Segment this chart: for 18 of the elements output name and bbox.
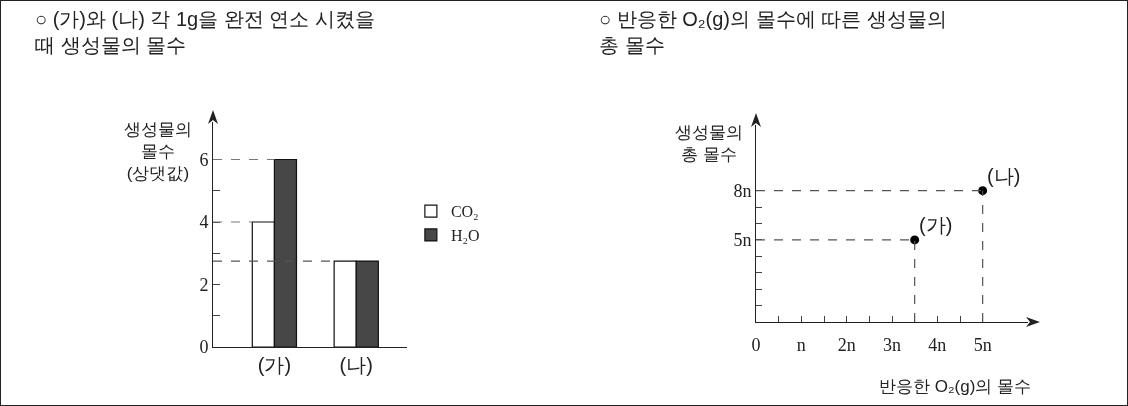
x-tick-label: n xyxy=(796,334,806,355)
y-tick-label: 2 xyxy=(199,274,209,295)
y-tick-label: 8n xyxy=(733,180,752,201)
y-axis-title: 생성물의 총 몰수 xyxy=(675,123,743,165)
y-tick-label: 6 xyxy=(199,149,209,170)
legend-label: H₂O xyxy=(450,227,480,245)
x-axis-title: 반응한 O₂(g)의 몰수 xyxy=(879,377,1032,396)
legend-label: CO₂ xyxy=(450,203,479,221)
annotation: (나) xyxy=(987,165,1021,187)
x-tick-label: 3n xyxy=(883,334,901,355)
chart-title: ○ (가)와 (나) 각 1g을 완전 연소 시켰을 때 생성물의 몰수 xyxy=(35,8,375,56)
x-tick-label: 5n xyxy=(973,334,992,355)
chart-title: ○ 반응한 O₂(g)의 몰수에 따른 생성물의 총 몰수 xyxy=(599,8,947,56)
y-axis-title: 생성물의 몰수 (상댓값) xyxy=(124,120,192,184)
annotation: (가) xyxy=(919,214,953,236)
x-tick-label: 2n xyxy=(837,334,856,355)
y-tick-label: 4 xyxy=(199,212,209,233)
x-tick-label: 4n xyxy=(928,334,947,355)
